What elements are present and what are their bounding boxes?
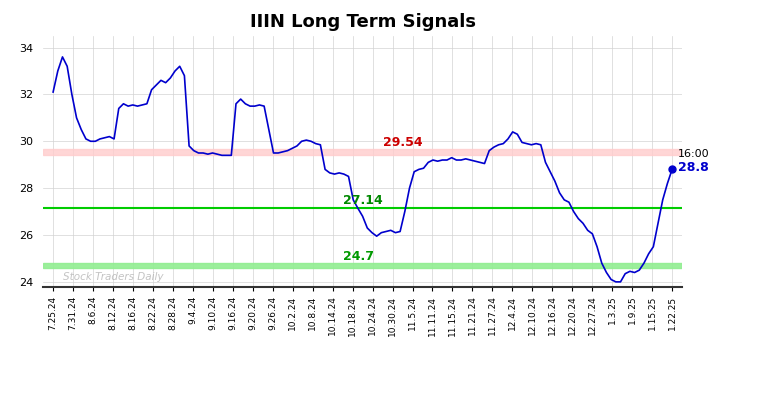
Title: IIIN Long Term Signals: IIIN Long Term Signals: [249, 14, 476, 31]
Text: 16:00: 16:00: [678, 148, 710, 158]
Text: 28.8: 28.8: [678, 160, 709, 174]
Text: 27.14: 27.14: [343, 194, 383, 207]
Text: Stock Traders Daily: Stock Traders Daily: [63, 271, 164, 281]
Text: 24.7: 24.7: [343, 250, 374, 263]
Bar: [43, 263, 682, 268]
Bar: [43, 149, 682, 155]
Text: 29.54: 29.54: [383, 136, 423, 149]
